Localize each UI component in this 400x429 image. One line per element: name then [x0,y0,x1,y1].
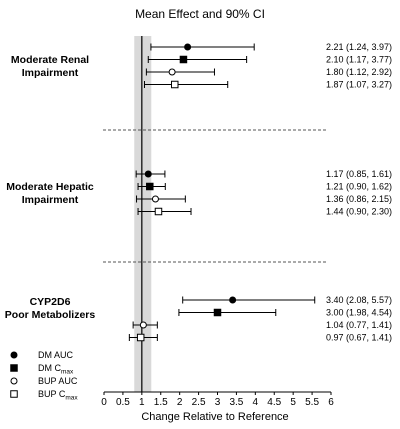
estimate-marker [146,182,154,191]
x-tick-label: 1.5 [154,397,168,408]
ci-value-label: 0.97 (0.67, 1.41) [326,333,392,343]
legend-marker [10,351,18,359]
group-label: Impairment [22,194,79,206]
legend-label-subscript: max [65,395,78,402]
ci-value-label: 1.80 (1.12, 2.92) [326,67,392,77]
estimate-marker [151,195,159,203]
ci-value-label: 1.36 (0.86, 2.15) [326,194,392,204]
ci-value-label: 1.44 (0.90, 2.30) [326,207,392,217]
legend-label: BUP AUC [38,376,78,386]
estimate-marker [139,321,147,329]
legend-label: DM AUC [38,350,74,360]
ci-value-label: 3.40 (2.08, 5.57) [326,295,392,305]
x-tick-label: 1 [139,397,145,408]
legend-label-text: DM C [38,363,61,373]
legend-marker [10,377,18,385]
ci-value-label: 1.87 (1.07, 3.27) [326,80,392,90]
x-tick-label: 2.5 [192,397,206,408]
estimate-marker [229,296,237,304]
chart-title: Mean Effect and 90% CI [135,7,265,21]
legend-label-text: DM AUC [38,350,74,360]
group-label: Poor Metabolizers [5,309,96,321]
x-tick-label: 0 [101,397,107,408]
x-tick-label: 2 [177,397,183,408]
reference-band [134,36,152,392]
estimate-marker [213,308,222,317]
legend-marker [10,364,18,372]
estimate-marker [184,43,192,51]
legend-label: BUP Cmax [38,389,78,402]
ci-value-label: 1.17 (0.85, 1.61) [326,169,392,179]
group-label: Moderate Hepatic [6,181,94,193]
legend-label-subscript: max [61,369,74,376]
estimate-marker [170,80,179,89]
ci-value-label: 1.04 (0.77, 1.41) [326,320,392,330]
estimate-marker [136,333,145,342]
estimate-marker [144,170,152,178]
group-label: Impairment [22,67,79,79]
x-tick-label: 5 [290,397,296,408]
legend-label-text: BUP AUC [38,376,78,386]
legend-label: DM Cmax [38,363,74,376]
estimate-marker [154,207,163,216]
ci-value-label: 2.10 (1.17, 3.77) [326,55,392,65]
x-tick-label: 3 [215,397,221,408]
group-label: Moderate Renal [11,54,89,66]
x-tick-label: 6 [328,397,334,408]
x-tick-label: 5.5 [305,397,319,408]
estimate-marker [179,55,188,64]
x-axis-label: Change Relative to Reference [141,411,288,423]
x-tick-label: 3.5 [229,397,243,408]
legend-marker [10,390,18,398]
group-label: CYP2D6 [30,296,71,308]
x-tick-label: 0.5 [116,397,130,408]
ci-value-label: 2.21 (1.24, 3.97) [326,42,392,52]
x-tick-label: 4.5 [267,397,281,408]
ci-value-label: 3.00 (1.98, 4.54) [326,308,392,318]
legend-label-text: BUP C [38,389,66,399]
ci-value-label: 1.21 (0.90, 1.62) [326,182,392,192]
x-tick-label: 4 [253,397,259,408]
estimate-marker [168,68,176,76]
